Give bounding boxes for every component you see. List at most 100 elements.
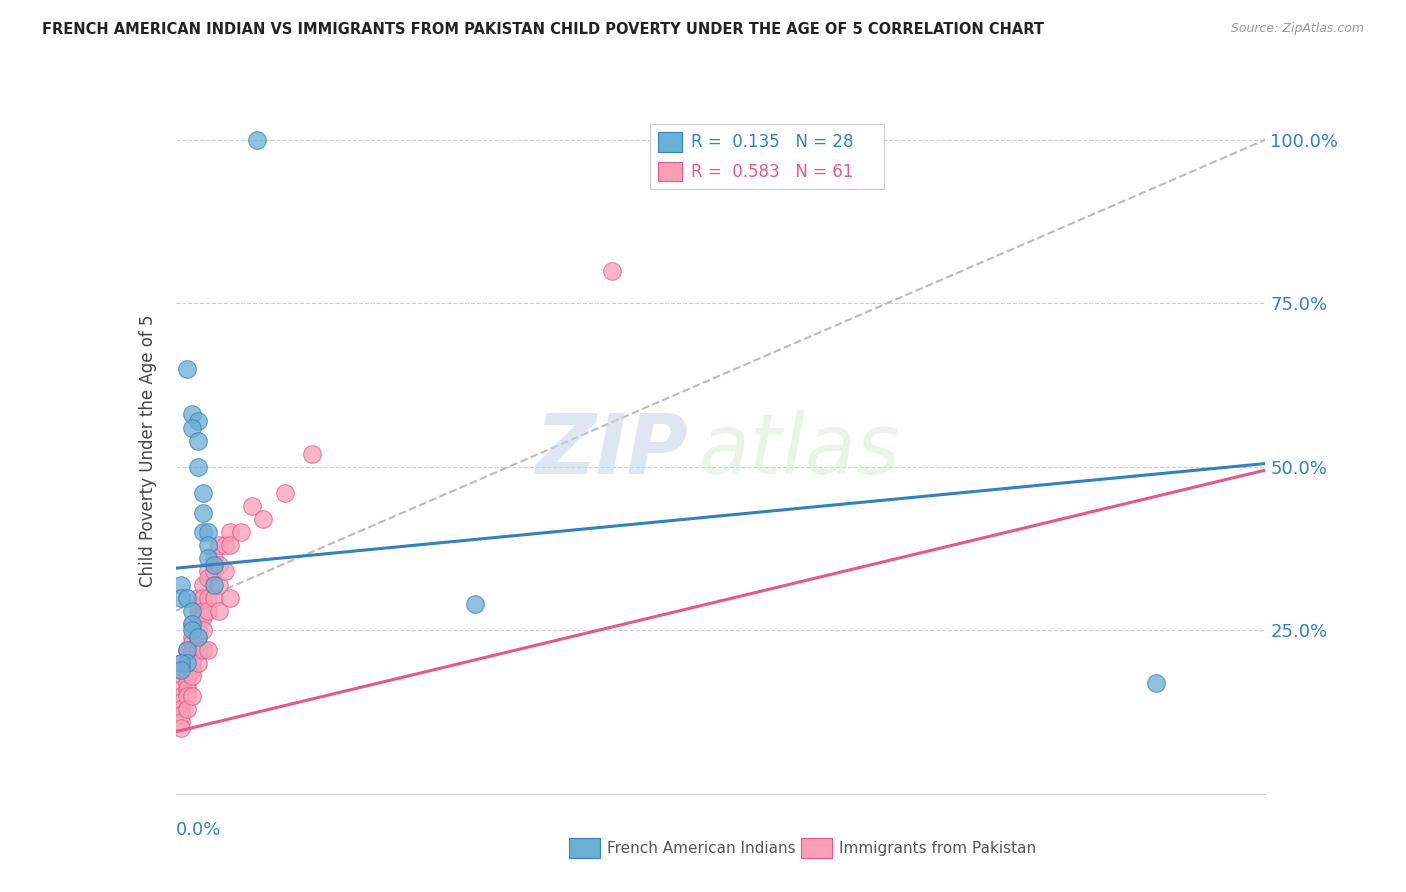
Bar	[658, 162, 682, 181]
Point	[181, 669, 204, 683]
Text: Immigrants from Pakistan: Immigrants from Pakistan	[839, 841, 1036, 855]
Point	[219, 591, 242, 605]
Point	[176, 361, 198, 376]
Point	[170, 682, 193, 697]
Point	[170, 708, 193, 723]
Point	[176, 689, 198, 703]
Point	[301, 447, 323, 461]
Point	[197, 591, 219, 605]
Point	[197, 643, 219, 657]
Point	[186, 434, 209, 448]
Point	[186, 643, 209, 657]
Point	[170, 695, 193, 709]
Point	[186, 630, 209, 644]
Point	[170, 714, 193, 729]
Point	[181, 630, 204, 644]
Text: French American Indians: French American Indians	[607, 841, 796, 855]
Point	[191, 506, 214, 520]
Point	[170, 702, 193, 716]
Point	[176, 656, 198, 670]
Point	[186, 414, 209, 428]
Point	[202, 551, 225, 566]
FancyBboxPatch shape	[650, 124, 884, 189]
Point	[176, 591, 198, 605]
Point	[170, 669, 193, 683]
Text: FRENCH AMERICAN INDIAN VS IMMIGRANTS FROM PAKISTAN CHILD POVERTY UNDER THE AGE O: FRENCH AMERICAN INDIAN VS IMMIGRANTS FRO…	[42, 22, 1045, 37]
Point	[176, 675, 198, 690]
Point	[181, 643, 204, 657]
Text: R =  0.135   N = 28: R = 0.135 N = 28	[692, 133, 853, 151]
Point	[252, 512, 274, 526]
Point	[208, 558, 231, 572]
Bar	[658, 132, 682, 152]
Text: ZIP: ZIP	[536, 410, 688, 491]
Point	[246, 133, 269, 147]
Point	[191, 486, 214, 500]
Point	[202, 577, 225, 591]
Text: 0.0%: 0.0%	[176, 822, 221, 839]
Text: Source: ZipAtlas.com: Source: ZipAtlas.com	[1230, 22, 1364, 36]
Point	[181, 616, 204, 631]
Point	[186, 459, 209, 474]
Point	[191, 604, 214, 618]
Point	[197, 571, 219, 585]
Point	[170, 577, 193, 591]
Point	[191, 577, 214, 591]
Point	[176, 663, 198, 677]
Point	[208, 604, 231, 618]
Point	[176, 702, 198, 716]
Point	[197, 538, 219, 552]
Point	[197, 604, 219, 618]
Point	[176, 656, 198, 670]
Point	[197, 525, 219, 540]
Point	[191, 643, 214, 657]
Point	[181, 689, 204, 703]
Point	[186, 591, 209, 605]
Point	[181, 656, 204, 670]
Point	[191, 525, 214, 540]
Point	[186, 624, 209, 638]
Point	[1144, 675, 1167, 690]
Point	[231, 525, 253, 540]
Point	[170, 663, 193, 677]
Point	[186, 656, 209, 670]
Point	[186, 604, 209, 618]
Point	[464, 597, 486, 611]
Point	[170, 689, 193, 703]
Point	[176, 643, 198, 657]
Point	[219, 525, 242, 540]
Point	[176, 669, 198, 683]
Point	[208, 577, 231, 591]
Point	[170, 656, 193, 670]
Point	[274, 486, 297, 500]
Point	[186, 610, 209, 624]
Point	[170, 591, 193, 605]
Point	[214, 538, 236, 552]
Point	[170, 656, 193, 670]
Point	[181, 663, 204, 677]
Point	[197, 551, 219, 566]
Point	[214, 565, 236, 579]
Y-axis label: Child Poverty Under the Age of 5: Child Poverty Under the Age of 5	[139, 314, 157, 587]
Text: atlas: atlas	[699, 410, 900, 491]
Point	[202, 558, 225, 572]
Point	[191, 591, 214, 605]
Point	[176, 643, 198, 657]
Point	[186, 630, 209, 644]
Point	[191, 624, 214, 638]
Point	[176, 682, 198, 697]
Point	[202, 565, 225, 579]
Point	[181, 420, 204, 434]
Text: R =  0.583   N = 61: R = 0.583 N = 61	[692, 162, 853, 180]
Point	[208, 538, 231, 552]
Point	[240, 499, 263, 513]
Point	[181, 624, 204, 638]
Point	[191, 610, 214, 624]
Point	[219, 538, 242, 552]
Point	[600, 263, 623, 277]
Point	[181, 604, 204, 618]
Point	[170, 722, 193, 736]
Point	[181, 636, 204, 650]
Point	[197, 565, 219, 579]
Point	[181, 616, 204, 631]
